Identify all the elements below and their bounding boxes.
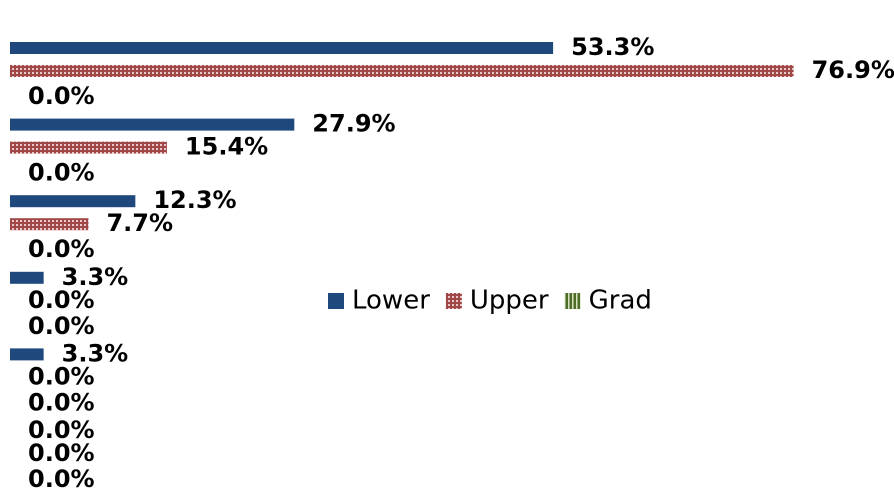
bar (10, 141, 167, 154)
legend-swatch (564, 293, 581, 309)
bar (10, 118, 295, 131)
legend-swatch (445, 293, 462, 309)
bar (10, 271, 44, 284)
legend-swatch (328, 293, 344, 309)
value-label: 0.0% (28, 439, 95, 467)
value-label: 0.0% (28, 235, 95, 263)
value-label: 27.9% (312, 110, 395, 138)
bar (10, 195, 136, 208)
value-label: 0.0% (28, 286, 95, 314)
value-label: 15.4% (185, 133, 268, 161)
bar (10, 42, 554, 54)
bar (10, 348, 44, 361)
legend-label: Grad (589, 286, 652, 316)
value-label: 0.0% (28, 159, 95, 187)
bar (10, 65, 794, 77)
value-label: 12.3% (153, 186, 236, 214)
value-label: 0.0% (28, 465, 95, 493)
value-label: 76.9% (812, 56, 894, 84)
value-label: 0.0% (28, 312, 95, 340)
value-label: 0.0% (28, 388, 95, 416)
value-label: 3.3% (62, 263, 129, 291)
value-label: 0.0% (28, 82, 95, 110)
value-label: 3.3% (62, 339, 129, 367)
legend-label: Upper (470, 286, 549, 316)
value-label: 0.0% (28, 416, 95, 444)
value-label: 53.3% (571, 33, 654, 61)
legend-label: Lower (352, 286, 430, 316)
value-label: 0.0% (28, 362, 95, 390)
bar (10, 218, 89, 231)
value-label: 7.7% (106, 209, 173, 237)
